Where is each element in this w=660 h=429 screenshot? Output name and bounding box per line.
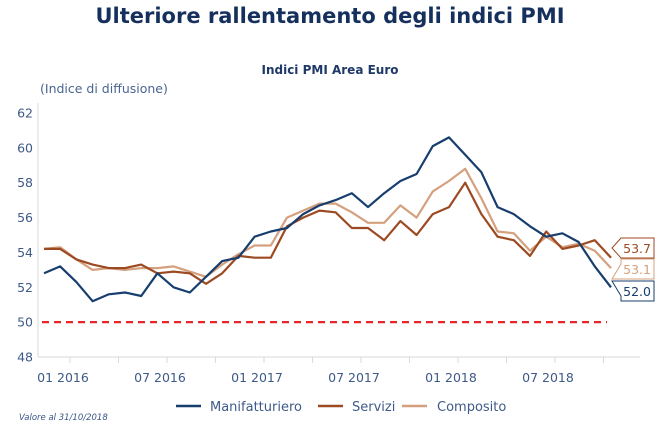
y-tick-label: 50 — [17, 315, 33, 330]
y-tick-label: 58 — [17, 175, 33, 190]
y-tick-label: 60 — [17, 140, 33, 155]
x-tick-label: 01 2016 — [37, 370, 89, 385]
legend-label-servizi: Servizi — [352, 400, 395, 415]
x-tick-label: 07 2018 — [522, 370, 574, 385]
x-tick-label: 07 2017 — [328, 370, 380, 385]
y-axis-label: (Indice di diffusione) — [40, 81, 168, 96]
x-tick-label: 01 2017 — [231, 370, 283, 385]
axes: 48 50 52 54 56 58 60 62 01 2016 07 2016 01 2017 07 … — [17, 103, 640, 385]
callout-label-manifatturiero: 52.0 — [623, 284, 651, 299]
legend: Manifatturiero Servizi Composito — [176, 400, 506, 415]
end-value-callouts: 53.7 53.1 52.0 — [611, 237, 655, 302]
callout-label-composito: 53.1 — [623, 262, 651, 277]
series-line-manifatturiero — [43, 136, 612, 303]
callout-label-servizi: 53.7 — [623, 241, 651, 256]
legend-label-composito: Composito — [437, 400, 506, 415]
series-lines — [43, 136, 612, 303]
footnote: Valore al 31/10/2018 — [19, 413, 108, 423]
y-tick-label: 62 — [17, 106, 33, 121]
callout-box-servizi — [611, 237, 655, 259]
chart-title: Indici PMI Area Euro — [261, 63, 399, 77]
y-tick-label: 54 — [17, 245, 33, 260]
legend-label-manifatturiero: Manifatturiero — [210, 400, 302, 415]
callout-box-manifatturiero — [611, 280, 655, 302]
y-tick-label: 52 — [17, 280, 33, 295]
x-tick-label: 01 2018 — [425, 370, 477, 385]
series-line-servizi — [44, 181, 612, 285]
y-tick-label: 56 — [17, 210, 33, 225]
callout-box-composito — [611, 258, 655, 280]
y-tick-label: 48 — [17, 350, 33, 365]
x-tick-label: 07 2016 — [134, 370, 186, 385]
page-title: Ulteriore rallentamento degli indici PMI — [95, 4, 565, 28]
